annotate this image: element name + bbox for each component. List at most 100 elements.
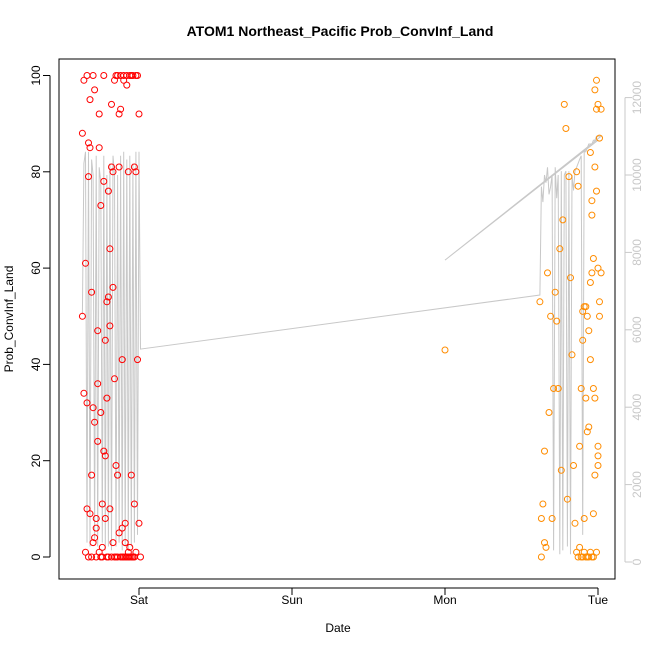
data-point-series-1 (127, 471, 135, 479)
data-point-series-1 (95, 548, 103, 556)
y-tick-label: 0 (29, 553, 43, 560)
data-point-series-1 (104, 293, 112, 301)
data-point-series-2 (570, 462, 577, 469)
data-point-series-2 (582, 303, 590, 311)
y-tick-label: 60 (29, 261, 43, 275)
data-point-series-2 (597, 105, 605, 113)
data-point-series-1 (137, 553, 144, 561)
data-point-series-1 (86, 510, 94, 518)
data-point-series-1 (109, 539, 117, 547)
x-axis-label: Date (325, 621, 351, 635)
data-point-series-1 (101, 336, 109, 344)
data-point-series-2 (573, 168, 581, 176)
data-point-series-2 (536, 298, 544, 306)
data-point-series-2 (544, 269, 551, 277)
data-point-series-1 (85, 139, 92, 147)
data-point-series-2 (586, 356, 594, 364)
data-point-series-1 (106, 505, 114, 513)
y2-tick-label: 2000 (630, 471, 644, 498)
data-point-series-1 (91, 534, 99, 542)
data-point-series-1 (112, 462, 120, 469)
data-point-series-2 (589, 255, 597, 262)
data-point-series-1 (115, 529, 123, 537)
data-point-series-1 (88, 471, 96, 479)
data-point-series-2 (589, 510, 597, 518)
data-point-series-1 (124, 168, 132, 176)
data-point-series-2 (579, 336, 587, 344)
data-point-series-1 (86, 96, 94, 104)
data-point-series-2 (550, 385, 558, 392)
data-point-series-2 (597, 269, 605, 277)
data-point-series-1 (121, 539, 129, 547)
data-point-series-2 (541, 447, 548, 455)
data-point-series-1 (98, 543, 106, 551)
y-tick-label: 20 (29, 454, 43, 468)
data-point-series-2 (593, 187, 600, 195)
data-point-series-2 (594, 452, 602, 460)
data-point-series-1 (101, 515, 109, 522)
data-point-series-1 (135, 519, 143, 527)
data-point-series-1 (108, 100, 115, 108)
y-tick-label: 80 (29, 165, 43, 179)
data-point-series-2 (541, 539, 548, 547)
data-point-series-1 (83, 399, 91, 407)
data-point-series-1 (98, 500, 106, 508)
data-point-series-2 (594, 462, 602, 469)
data-point-series-2 (568, 351, 576, 359)
data-point-series-1 (80, 76, 88, 84)
data-point-series-1 (97, 409, 105, 416)
data-point-series-1 (100, 447, 108, 455)
data-point-series-2 (560, 100, 568, 108)
data-point-series-1 (103, 298, 111, 306)
data-point-series-2 (539, 500, 547, 508)
y-tick-label: 40 (29, 357, 43, 371)
data-point-series-1 (88, 288, 96, 296)
data-point-series-1 (94, 380, 102, 388)
data-point-series-1 (101, 452, 109, 460)
data-point-series-1 (132, 548, 140, 556)
data-point-series-1 (103, 394, 111, 402)
data-point-series-1 (100, 72, 108, 79)
data-point-series-2 (565, 173, 573, 181)
data-point-series-1 (109, 168, 117, 176)
data-point-series-2 (591, 163, 599, 171)
data-point-series-2 (582, 394, 590, 402)
data-point-series-2 (567, 274, 574, 282)
data-point-series-1 (91, 86, 99, 94)
data-point-series-1 (104, 187, 112, 195)
data-point-series-2 (559, 216, 567, 224)
data-point-series-1 (100, 177, 108, 185)
data-point-series-1 (80, 389, 88, 397)
data-point-series-2 (537, 515, 545, 522)
data-point-series-1 (88, 553, 96, 561)
data-point-series-1 (115, 110, 123, 118)
x-tick-label: Tue (588, 593, 609, 607)
data-point-series-1 (114, 471, 122, 479)
data-point-series-2 (547, 312, 555, 320)
data-point-series-1 (78, 129, 86, 137)
x-tick-label: Mon (433, 593, 456, 607)
data-point-series-1 (126, 543, 134, 551)
data-point-series-1 (120, 76, 128, 84)
data-point-series-1 (118, 356, 126, 364)
data-point-series-2 (594, 100, 602, 108)
data-point-series-2 (583, 312, 591, 320)
data-point-series-1 (123, 81, 131, 89)
data-point-series-2 (554, 385, 562, 392)
data-point-series-2 (594, 264, 602, 272)
data-point-series-2 (441, 346, 449, 354)
y2-tick-label: 4000 (630, 394, 644, 421)
y-axis: 0 20 40 60 80 100 (29, 65, 51, 560)
data-point-series-2 (591, 394, 599, 402)
y2-tick-label: 8000 (630, 239, 644, 266)
data-point-series-2 (596, 298, 603, 306)
data-point-series-2 (576, 543, 584, 551)
data-point-series-2 (586, 279, 594, 286)
data-point-series-2 (576, 442, 584, 450)
series-line-path (81, 135, 603, 555)
x-tick-label: Sun (281, 593, 302, 607)
data-point-series-2 (537, 553, 545, 561)
plot-frame (58, 58, 616, 580)
data-point-series-2 (589, 385, 597, 392)
